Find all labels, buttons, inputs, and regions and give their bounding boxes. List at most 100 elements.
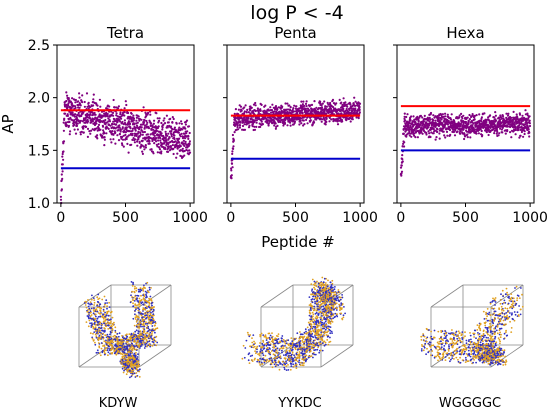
data-point <box>110 141 113 144</box>
atom-dot <box>85 321 88 323</box>
atom-dot <box>263 344 266 347</box>
atom-dot <box>105 339 107 342</box>
data-point <box>232 139 235 142</box>
data-point <box>289 109 292 112</box>
data-point <box>123 107 126 110</box>
data-point <box>66 114 69 117</box>
data-point <box>496 130 499 133</box>
data-point <box>410 135 413 138</box>
data-point <box>403 141 406 144</box>
data-point <box>325 120 328 123</box>
data-point <box>404 119 407 122</box>
data-point <box>135 116 138 119</box>
atom-dot <box>138 326 141 329</box>
atom-dot <box>135 338 138 340</box>
atom-dot <box>96 296 99 299</box>
atom-dot <box>131 285 134 287</box>
data-point <box>67 104 70 107</box>
data-point <box>137 115 140 118</box>
data-point <box>313 100 316 103</box>
data-point <box>466 133 469 136</box>
atom-dot <box>290 337 293 339</box>
atom-dot <box>133 357 136 360</box>
data-point <box>183 144 186 147</box>
data-point <box>286 108 290 111</box>
data-point <box>354 104 357 107</box>
data-point <box>177 131 180 134</box>
atom-dot <box>155 327 157 330</box>
data-point <box>142 121 146 124</box>
atom-dot <box>284 341 286 343</box>
atom-dot <box>135 358 138 361</box>
atom-dot <box>98 334 101 337</box>
data-point <box>123 129 126 132</box>
atom-dot <box>271 359 273 362</box>
x-tick-label: 0 <box>396 210 405 226</box>
data-point <box>80 130 83 133</box>
data-point <box>108 120 112 123</box>
data-point <box>256 107 259 110</box>
data-point <box>160 121 163 125</box>
atom-dot <box>93 323 96 325</box>
data-point <box>273 124 276 127</box>
data-point <box>236 124 239 127</box>
atom-dot <box>97 312 100 314</box>
atom-dot <box>145 294 148 297</box>
atom-dot <box>262 345 264 348</box>
atom-dot <box>93 307 95 310</box>
atom-dot <box>136 316 138 318</box>
data-point <box>446 134 449 137</box>
data-point <box>253 128 257 131</box>
atom-dot <box>138 297 141 300</box>
atom-dot <box>147 318 150 321</box>
atom-dot <box>100 327 102 330</box>
data-point <box>95 122 98 125</box>
data-point <box>475 114 478 117</box>
panel-title: Penta <box>274 24 316 42</box>
atom-dot <box>154 321 157 323</box>
atom-dot <box>145 300 148 302</box>
atom-dot <box>274 337 277 340</box>
data-point <box>119 111 122 114</box>
panel-title: Hexa <box>446 24 484 42</box>
data-point <box>142 145 145 148</box>
data-point <box>61 170 64 173</box>
y-tick-label: 1.0 <box>28 196 50 212</box>
data-point <box>403 145 406 148</box>
atom-dot <box>273 363 276 366</box>
atom-dot <box>135 320 138 323</box>
data-point <box>269 106 272 109</box>
atom-dot <box>132 283 135 285</box>
data-point <box>515 113 518 116</box>
data-point <box>116 134 119 137</box>
data-point <box>327 103 330 106</box>
data-point <box>167 145 170 148</box>
data-point <box>167 146 170 150</box>
atom-dot <box>98 305 101 307</box>
data-point <box>77 100 80 103</box>
atom-dot <box>112 324 115 326</box>
data-point <box>119 128 122 132</box>
atom-dot <box>152 328 155 330</box>
data-point <box>152 128 155 131</box>
data-point <box>124 123 127 126</box>
data-point <box>528 122 532 125</box>
data-point <box>153 119 156 122</box>
data-point <box>165 143 168 147</box>
data-point <box>112 114 115 117</box>
data-point <box>276 108 279 111</box>
atom-dot <box>92 297 95 299</box>
data-point <box>445 130 449 133</box>
atom-dot <box>129 301 132 304</box>
atom-dot <box>272 341 275 344</box>
data-point <box>171 144 174 147</box>
atom-dot <box>266 358 268 361</box>
atom-dot <box>96 320 99 323</box>
data-point <box>85 125 88 128</box>
atom-dot <box>96 317 99 320</box>
data-point <box>520 130 524 134</box>
atom-dot <box>146 281 149 284</box>
data-point <box>315 106 318 109</box>
data-point <box>240 109 243 112</box>
